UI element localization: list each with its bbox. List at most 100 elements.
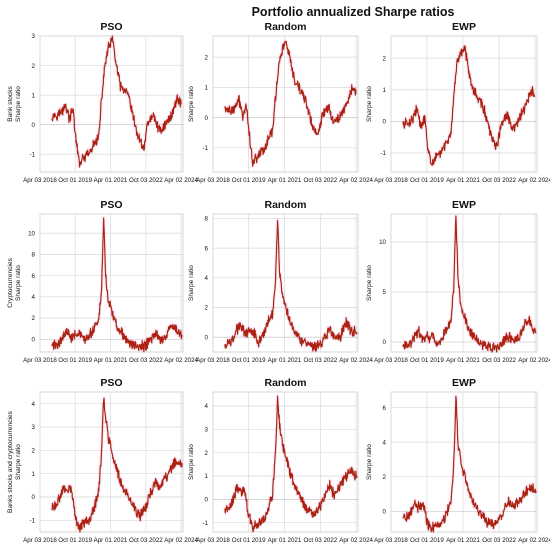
data-point <box>155 480 156 481</box>
x-tick-label: Apr 02 2024 <box>164 357 198 364</box>
data-point <box>94 326 95 327</box>
y-tick-label: 2 <box>32 63 36 70</box>
data-point <box>252 527 253 528</box>
data-point <box>282 443 283 444</box>
data-point <box>153 115 154 116</box>
data-point <box>512 339 513 340</box>
data-point <box>455 393 456 394</box>
data-point <box>432 337 433 338</box>
data-point <box>302 93 303 94</box>
data-point <box>334 494 335 495</box>
x-tick-label: Oct 03 2022 <box>129 537 163 544</box>
data-point <box>282 48 283 49</box>
y-tick-label: -1 <box>202 520 208 527</box>
series-line <box>402 395 537 533</box>
data-point <box>402 124 403 125</box>
data-point <box>330 485 331 486</box>
data-point <box>139 515 140 516</box>
x-tick-label: Oct 01 2019 <box>58 537 92 544</box>
y-tick-label: 8 <box>205 216 209 223</box>
data-point <box>334 337 335 338</box>
data-point <box>51 115 52 116</box>
x-tick-label: Oct 01 2019 <box>232 357 266 364</box>
data-point <box>524 321 525 322</box>
series-band <box>401 44 537 167</box>
x-tick-label: Apr 01 2021 <box>94 357 128 364</box>
data-point <box>232 111 233 112</box>
data-point <box>512 130 513 131</box>
data-point <box>430 165 431 166</box>
y-axis-label: Sharpe ratio <box>366 444 373 480</box>
data-point <box>75 133 76 134</box>
data-point <box>340 337 341 338</box>
data-point <box>224 508 225 509</box>
data-point <box>474 337 475 338</box>
y-tick-label: -1 <box>380 150 386 157</box>
data-point <box>414 335 415 336</box>
data-point <box>108 438 109 439</box>
data-point <box>414 504 415 505</box>
data-point <box>181 466 182 467</box>
data-point <box>436 344 437 345</box>
y-tick-label: 2 <box>32 315 36 322</box>
data-point <box>98 136 99 137</box>
y-tick-label: 2 <box>383 55 387 62</box>
y-tick-label: 0 <box>205 115 209 122</box>
data-point <box>446 327 447 328</box>
data-point <box>122 485 123 486</box>
y-tick-label: 4 <box>32 401 36 408</box>
data-point <box>105 275 106 276</box>
figure-title: Portfolio annualized Sharpe ratios <box>252 5 455 19</box>
x-tick-label: Apr 01 2021 <box>446 357 480 364</box>
data-point <box>340 485 341 486</box>
data-point <box>450 500 451 501</box>
data-point <box>275 452 276 453</box>
x-tick-label: Apr 03 2018 <box>374 537 408 544</box>
data-point <box>302 501 303 502</box>
x-tick-label: Apr 03 2018 <box>196 357 230 364</box>
x-tick-label: Oct 03 2022 <box>482 177 516 184</box>
x-tick-label: Apr 02 2024 <box>518 537 550 544</box>
data-point <box>258 153 259 154</box>
y-tick-label: -1 <box>29 518 35 525</box>
data-point <box>151 337 152 338</box>
series-line <box>402 215 537 353</box>
panel-title: Random <box>265 21 307 33</box>
data-point <box>356 475 357 476</box>
x-tick-label: Apr 03 2018 <box>196 177 230 184</box>
x-tick-label: Apr 01 2021 <box>268 537 302 544</box>
panel-r1c0: Apr 03 2018 Oct 01 2019 Apr 01 2021 Oct 03 … <box>7 199 199 364</box>
data-point <box>137 136 138 137</box>
data-point <box>71 485 72 486</box>
y-axis-label: Sharpe ratio <box>188 86 195 122</box>
data-point <box>326 334 327 335</box>
data-point <box>308 510 309 511</box>
data-point <box>165 339 166 340</box>
y-tick-label: 2 <box>383 474 387 481</box>
data-point <box>272 314 273 315</box>
data-point <box>353 473 354 474</box>
x-tick-label: Apr 02 2024 <box>164 537 198 544</box>
data-point <box>75 515 76 516</box>
data-point <box>116 65 117 66</box>
data-point <box>63 487 64 488</box>
data-point <box>504 507 505 508</box>
y-axis-label: Sharpe ratio <box>15 444 22 480</box>
y-tick-label: 6 <box>383 405 387 412</box>
data-point <box>108 302 109 303</box>
data-point <box>480 514 481 515</box>
data-point <box>446 140 447 141</box>
data-point <box>498 346 499 347</box>
data-point <box>101 98 102 99</box>
data-point <box>346 322 347 323</box>
data-point <box>535 332 536 333</box>
y-tick-label: 3 <box>32 424 36 431</box>
data-point <box>296 489 297 490</box>
y-tick-label: 4 <box>32 294 36 301</box>
data-point <box>355 93 356 94</box>
data-point <box>90 517 91 518</box>
data-point <box>264 517 265 518</box>
data-point <box>248 129 249 130</box>
data-point <box>112 312 113 313</box>
